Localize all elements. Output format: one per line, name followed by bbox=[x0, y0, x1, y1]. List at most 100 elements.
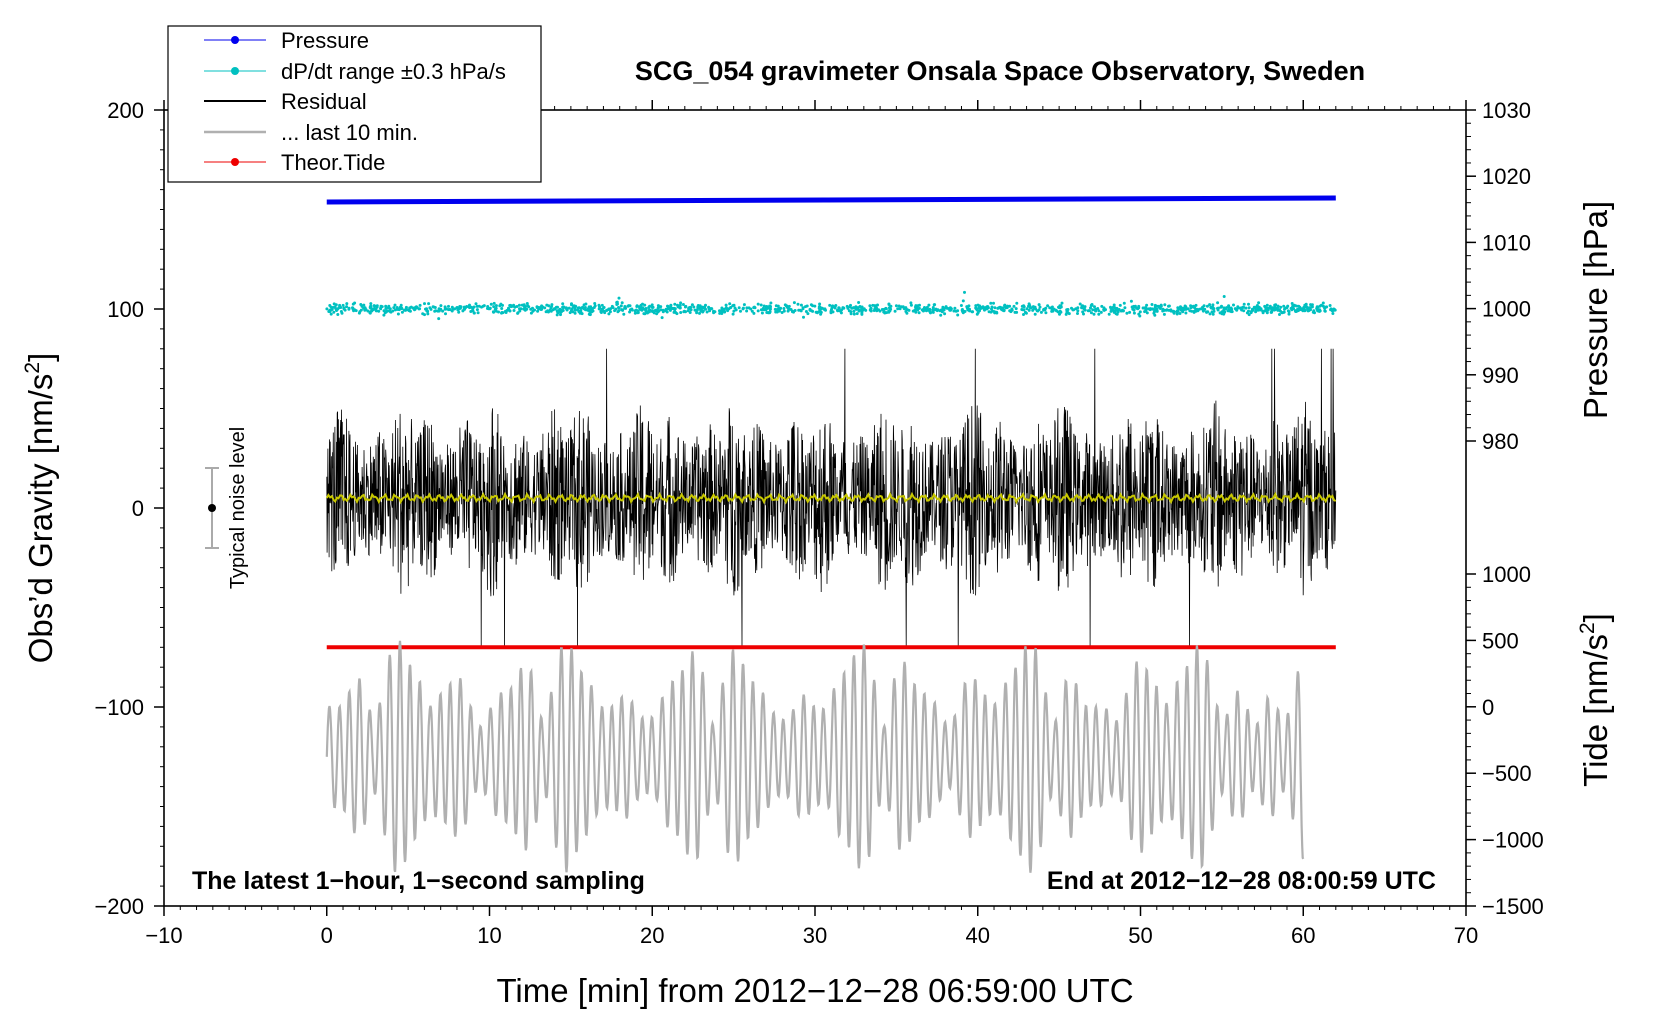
dpdt-point bbox=[1037, 308, 1041, 312]
dpdt-point bbox=[1083, 307, 1087, 311]
dpdt-point bbox=[393, 303, 397, 307]
dpdt-point bbox=[1280, 311, 1284, 315]
dpdt-point bbox=[1279, 305, 1283, 309]
dpdt-point bbox=[613, 309, 617, 313]
dpdt-point bbox=[1078, 302, 1082, 306]
dpdt-point bbox=[1015, 301, 1019, 305]
dpdt-point bbox=[698, 306, 702, 310]
dpdt-point bbox=[1205, 310, 1208, 314]
dpdt-point bbox=[336, 313, 340, 316]
dpdt-point bbox=[620, 308, 624, 312]
dpdt-point bbox=[1323, 306, 1327, 310]
dpdt-point bbox=[569, 309, 573, 312]
dpdt-point bbox=[931, 306, 935, 309]
dpdt-point bbox=[554, 305, 558, 309]
dpdt-point bbox=[433, 309, 437, 313]
dpdt-point bbox=[565, 306, 568, 310]
x-tick-label: 20 bbox=[640, 923, 664, 948]
dpdt-point bbox=[705, 310, 709, 314]
dpdt-point bbox=[1072, 308, 1076, 312]
x-tick-label: 70 bbox=[1454, 923, 1478, 948]
dpdt-point bbox=[1254, 310, 1258, 314]
dpdt-point bbox=[1216, 306, 1220, 310]
dpdt-point bbox=[720, 306, 724, 310]
dpdt-point bbox=[1133, 304, 1137, 308]
dpdt-point bbox=[384, 307, 388, 310]
dpdt-point bbox=[1123, 306, 1127, 310]
dpdt-point bbox=[325, 307, 329, 311]
dpdt-point bbox=[1091, 308, 1095, 312]
dpdt-point bbox=[737, 306, 741, 310]
dpdt-point bbox=[535, 306, 539, 310]
dpdt-point bbox=[849, 310, 853, 314]
dpdt-point bbox=[382, 313, 386, 317]
dpdt-point bbox=[1300, 308, 1304, 312]
dpdt-point bbox=[480, 305, 483, 309]
dpdt-point bbox=[1129, 299, 1133, 303]
dpdt-point bbox=[839, 309, 842, 313]
dpdt-point bbox=[476, 311, 480, 315]
dpdt-point bbox=[373, 304, 377, 308]
dpdt-point bbox=[692, 305, 696, 309]
y-axis-label-tide: Tide [nm/s2] bbox=[1576, 613, 1614, 787]
dpdt-point bbox=[1027, 304, 1030, 308]
dpdt-point bbox=[1022, 313, 1025, 316]
dpdt-point bbox=[1043, 308, 1047, 312]
pressure-tick-label: 1030 bbox=[1482, 98, 1531, 123]
x-axis-label: Time [min] from 2012−12−28 06:59:00 UTC bbox=[496, 972, 1133, 1009]
dpdt-point bbox=[945, 306, 949, 310]
x-tick-label: −10 bbox=[145, 923, 182, 948]
dpdt-point bbox=[1109, 309, 1113, 313]
dpdt-point bbox=[1029, 306, 1033, 310]
dpdt-point bbox=[472, 311, 476, 315]
chart-title: SCG_054 gravimeter Onsala Space Observat… bbox=[635, 56, 1365, 86]
dpdt-point bbox=[786, 309, 790, 313]
dpdt-point bbox=[1115, 312, 1119, 316]
dpdt-point bbox=[963, 290, 966, 294]
annotation-sampling: The latest 1−hour, 1−second sampling bbox=[192, 867, 645, 895]
dpdt-point bbox=[1136, 307, 1140, 311]
dpdt-point bbox=[981, 305, 985, 309]
dpdt-point bbox=[597, 307, 601, 311]
dpdt-point bbox=[517, 303, 521, 307]
dpdt-point bbox=[1050, 307, 1054, 311]
dpdt-point bbox=[409, 305, 413, 309]
dpdt-point bbox=[927, 303, 931, 307]
dpdt-point bbox=[444, 312, 447, 316]
dpdt-point bbox=[499, 302, 503, 306]
dpdt-point bbox=[1132, 311, 1136, 315]
dpdt-point bbox=[1172, 311, 1176, 315]
dpdt-point bbox=[650, 303, 654, 307]
dpdt-point bbox=[1316, 309, 1320, 313]
dpdt-point bbox=[774, 310, 778, 314]
dpdt-point bbox=[1150, 303, 1154, 306]
dpdt-point bbox=[382, 309, 386, 313]
y-tick-label: 0 bbox=[132, 496, 144, 521]
series-dpdt bbox=[325, 290, 1337, 321]
dpdt-point bbox=[437, 309, 441, 313]
dpdt-point bbox=[1044, 311, 1048, 315]
dpdt-point bbox=[790, 310, 794, 314]
dpdt-point bbox=[654, 308, 658, 312]
dpdt-point bbox=[447, 308, 450, 312]
dpdt-point bbox=[922, 306, 926, 310]
dpdt-point bbox=[1155, 309, 1159, 313]
dpdt-point bbox=[745, 306, 749, 310]
dpdt-point bbox=[718, 311, 722, 315]
y-tick-label: −200 bbox=[94, 894, 144, 919]
dpdt-point bbox=[948, 306, 952, 310]
dpdt-point bbox=[868, 304, 872, 308]
dpdt-point bbox=[1093, 305, 1096, 309]
dpdt-point bbox=[742, 303, 746, 307]
dpdt-point bbox=[590, 310, 594, 314]
dpdt-point bbox=[682, 310, 686, 314]
dpdt-point bbox=[404, 305, 408, 309]
dpdt-point bbox=[860, 311, 864, 315]
dpdt-point bbox=[567, 306, 571, 310]
dpdt-point bbox=[1331, 312, 1335, 315]
dpdt-point bbox=[997, 306, 1001, 310]
dpdt-point bbox=[345, 302, 349, 306]
dpdt-point bbox=[1001, 309, 1005, 312]
dpdt-point bbox=[993, 311, 997, 315]
dpdt-point bbox=[457, 310, 461, 314]
